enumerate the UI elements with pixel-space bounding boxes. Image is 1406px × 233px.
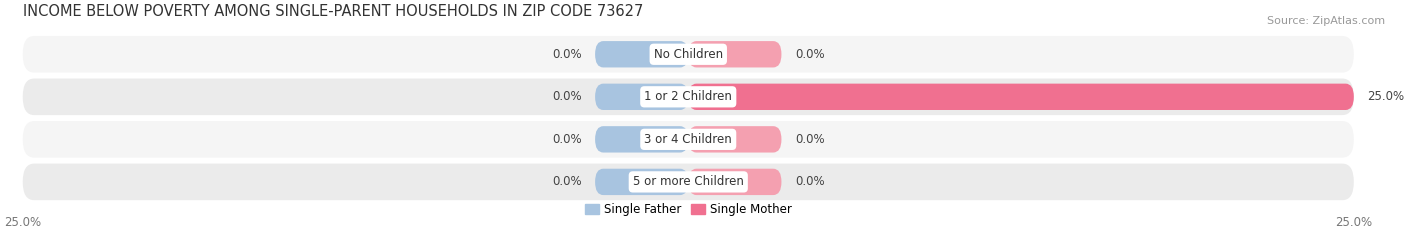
Legend: Single Father, Single Mother: Single Father, Single Mother	[581, 198, 796, 221]
Text: 0.0%: 0.0%	[553, 90, 582, 103]
FancyBboxPatch shape	[22, 36, 1354, 72]
FancyBboxPatch shape	[595, 84, 689, 110]
Text: 0.0%: 0.0%	[794, 175, 824, 188]
Text: 0.0%: 0.0%	[794, 48, 824, 61]
FancyBboxPatch shape	[22, 79, 1354, 115]
Text: 1 or 2 Children: 1 or 2 Children	[644, 90, 733, 103]
FancyBboxPatch shape	[22, 121, 1354, 158]
Text: 25.0%: 25.0%	[1367, 90, 1405, 103]
FancyBboxPatch shape	[689, 41, 782, 68]
Text: No Children: No Children	[654, 48, 723, 61]
Text: INCOME BELOW POVERTY AMONG SINGLE-PARENT HOUSEHOLDS IN ZIP CODE 73627: INCOME BELOW POVERTY AMONG SINGLE-PARENT…	[22, 4, 643, 19]
FancyBboxPatch shape	[22, 164, 1354, 200]
Text: 0.0%: 0.0%	[553, 133, 582, 146]
FancyBboxPatch shape	[689, 126, 782, 153]
Text: 0.0%: 0.0%	[794, 133, 824, 146]
FancyBboxPatch shape	[595, 41, 689, 68]
Text: 3 or 4 Children: 3 or 4 Children	[644, 133, 733, 146]
FancyBboxPatch shape	[689, 169, 782, 195]
FancyBboxPatch shape	[595, 169, 689, 195]
FancyBboxPatch shape	[689, 84, 1354, 110]
Text: 0.0%: 0.0%	[553, 175, 582, 188]
Text: Source: ZipAtlas.com: Source: ZipAtlas.com	[1267, 16, 1385, 26]
Text: 5 or more Children: 5 or more Children	[633, 175, 744, 188]
FancyBboxPatch shape	[595, 126, 689, 153]
Text: 0.0%: 0.0%	[553, 48, 582, 61]
